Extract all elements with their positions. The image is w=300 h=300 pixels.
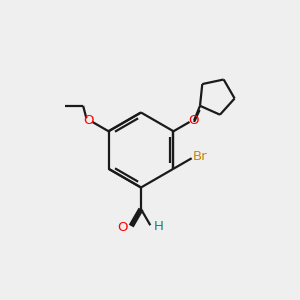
- Text: O: O: [188, 114, 198, 127]
- Text: H: H: [154, 220, 164, 233]
- Text: O: O: [84, 114, 94, 127]
- Text: Br: Br: [193, 150, 208, 163]
- Text: O: O: [118, 221, 128, 234]
